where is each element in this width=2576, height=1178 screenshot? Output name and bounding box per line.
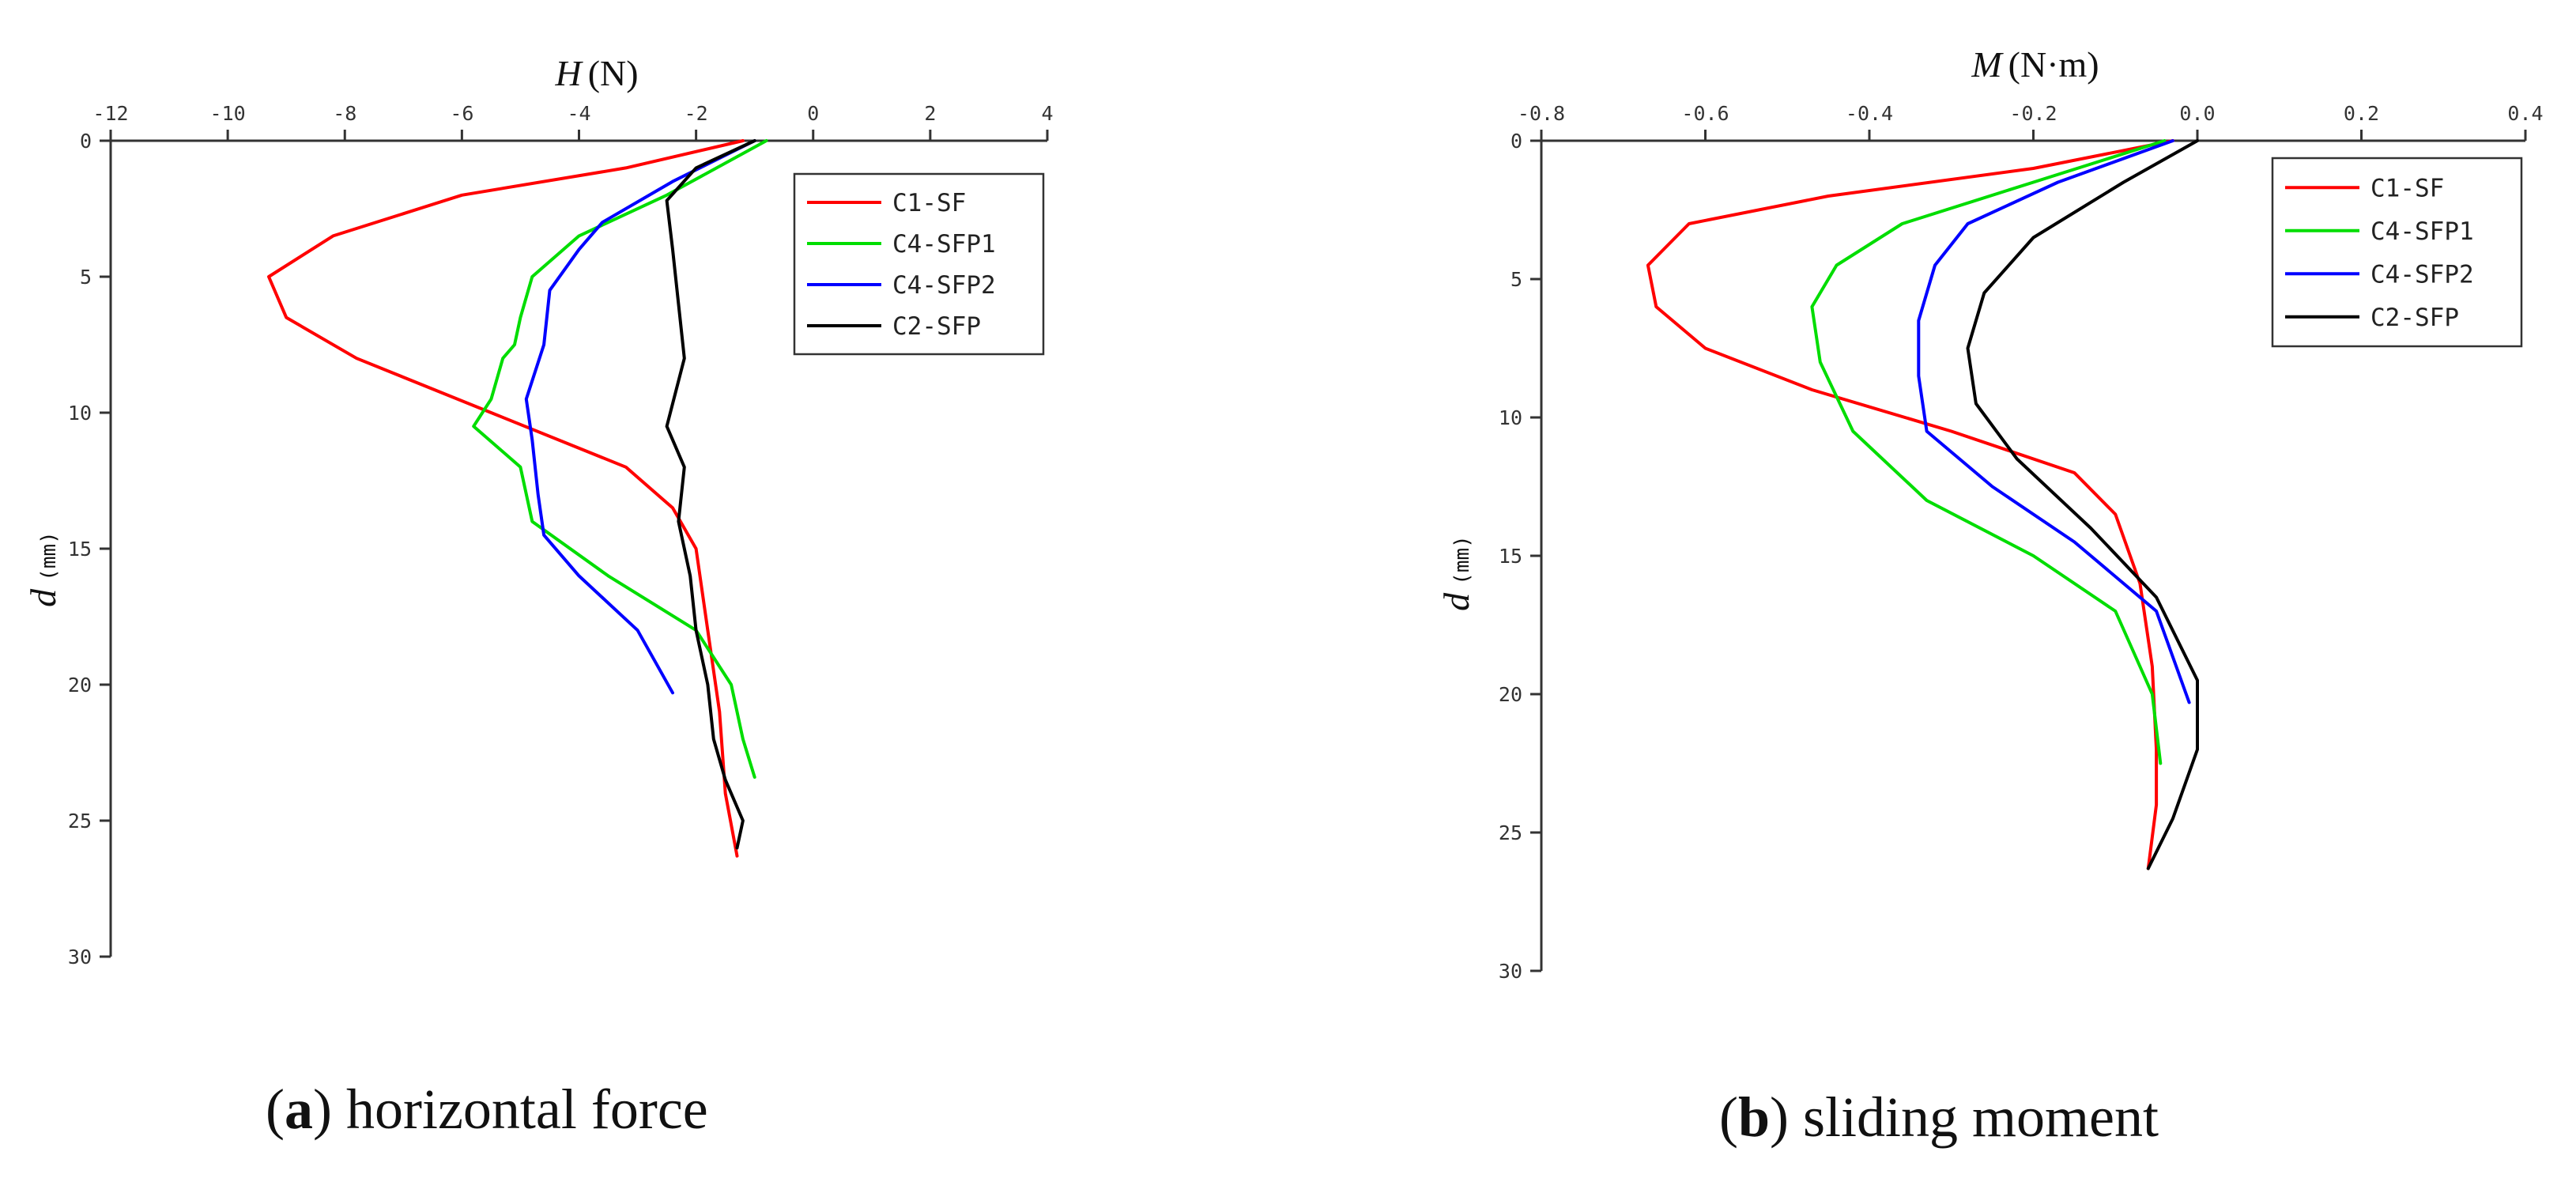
panel-a-horizontal-force-chart: -12 -10 -8 -6 -4 -2 0 2 4 0 5 10 15 20 25 30 H (N) d (mm) C1…	[23, 53, 1054, 968]
x-tick-label: 0.2	[2344, 102, 2379, 125]
y-tick-label: 30	[1499, 960, 1522, 983]
x-tick-label: -0.6	[1681, 102, 1729, 125]
legend-label-c4-sfp1: C4-SFP1	[2370, 217, 2474, 246]
x-tick-label: 0.0	[2179, 102, 2215, 125]
x-tick-label: -6	[450, 102, 473, 125]
x-axis-title-variable: M	[1971, 44, 2004, 85]
legend-label-c2-sfp: C2-SFP	[892, 312, 981, 341]
y-axis-title-unit: (mm)	[37, 531, 61, 581]
series-line-c4-sfp2	[1917, 139, 2191, 704]
x-axis-title: H (N)	[554, 53, 638, 93]
y-tick-label: 5	[1511, 268, 1522, 291]
y-tick-label: 5	[80, 266, 92, 289]
panel-a-caption: (a) horizontal force	[266, 1078, 708, 1141]
legend-label-c1-sf: C1-SF	[892, 189, 966, 217]
y-tick-label: 10	[68, 402, 92, 425]
x-axis-title: M (N·m)	[1971, 44, 2099, 85]
x-axis-title-unit: (N·m)	[2008, 44, 2099, 85]
panel-b-caption: (b) sliding moment	[1719, 1085, 2159, 1149]
x-tick-label: -10	[210, 102, 246, 125]
series-line-c4-sfp1	[472, 139, 768, 779]
series-line-c4-sfp2	[524, 139, 756, 695]
legend: C1-SF C4-SFP1 C4-SFP2 C2-SFP	[793, 172, 1045, 356]
x-tick-label: 2	[924, 102, 936, 125]
x-axis-title-variable: H	[554, 53, 583, 93]
panel-b-sliding-moment-chart: -0.8 -0.6 -0.4 -0.2 0.0 0.2 0.4 0 5 10 15 20 25 30 M (N…	[1436, 44, 2544, 983]
y-tick-label: 15	[1499, 545, 1522, 568]
y-tick-label: 0	[1511, 130, 1522, 153]
y-axis-title: d (mm)	[1436, 535, 1477, 611]
y-tick-label: 0	[80, 130, 92, 153]
x-tick-label: 4	[1041, 102, 1053, 125]
legend-label-c2-sfp: C2-SFP	[2370, 304, 2459, 332]
y-axis-title-variable: d	[23, 588, 63, 607]
series-line-c4-sfp1	[1810, 139, 2167, 765]
x-tick-label: -2	[685, 102, 708, 125]
series-line-c2-sfp	[1966, 139, 2199, 870]
y-axis-title-variable: d	[1436, 592, 1477, 611]
x-tick-label: 0.4	[2507, 102, 2543, 125]
series-line-c1-sf	[1646, 139, 2174, 870]
y-axis-title: d (mm)	[23, 531, 63, 607]
x-tick-label: -4	[567, 102, 590, 125]
x-tick-label: -0.2	[2009, 102, 2057, 125]
y-axis-title-unit: (mm)	[1450, 535, 1474, 585]
y-tick-label: 20	[1499, 683, 1522, 706]
legend-label-c4-sfp1: C4-SFP1	[892, 230, 996, 259]
x-tick-label: -0.8	[1518, 102, 1565, 125]
x-tick-label: -8	[333, 102, 356, 125]
legend: C1-SF C4-SFP1 C4-SFP2 C2-SFP	[2271, 157, 2523, 348]
x-tick-label: -0.4	[1846, 102, 1893, 125]
x-tick-label: 0	[807, 102, 819, 125]
x-tick-label: -12	[92, 102, 128, 125]
y-tick-label: 15	[68, 538, 92, 561]
legend-label-c4-sfp2: C4-SFP2	[2370, 260, 2474, 289]
y-tick-label: 10	[1499, 406, 1522, 429]
legend-label-c4-sfp2: C4-SFP2	[892, 271, 996, 300]
y-tick-label: 25	[68, 810, 92, 833]
series-line-c2-sfp	[665, 139, 756, 850]
x-axis-title-unit: (N)	[588, 53, 639, 93]
y-tick-label: 30	[68, 946, 92, 968]
legend-label-c1-sf: C1-SF	[2370, 174, 2444, 202]
legend-box	[2271, 157, 2523, 348]
y-tick-label: 20	[68, 674, 92, 697]
y-tick-label: 25	[1499, 821, 1522, 844]
series-line-c1-sf	[267, 139, 745, 858]
